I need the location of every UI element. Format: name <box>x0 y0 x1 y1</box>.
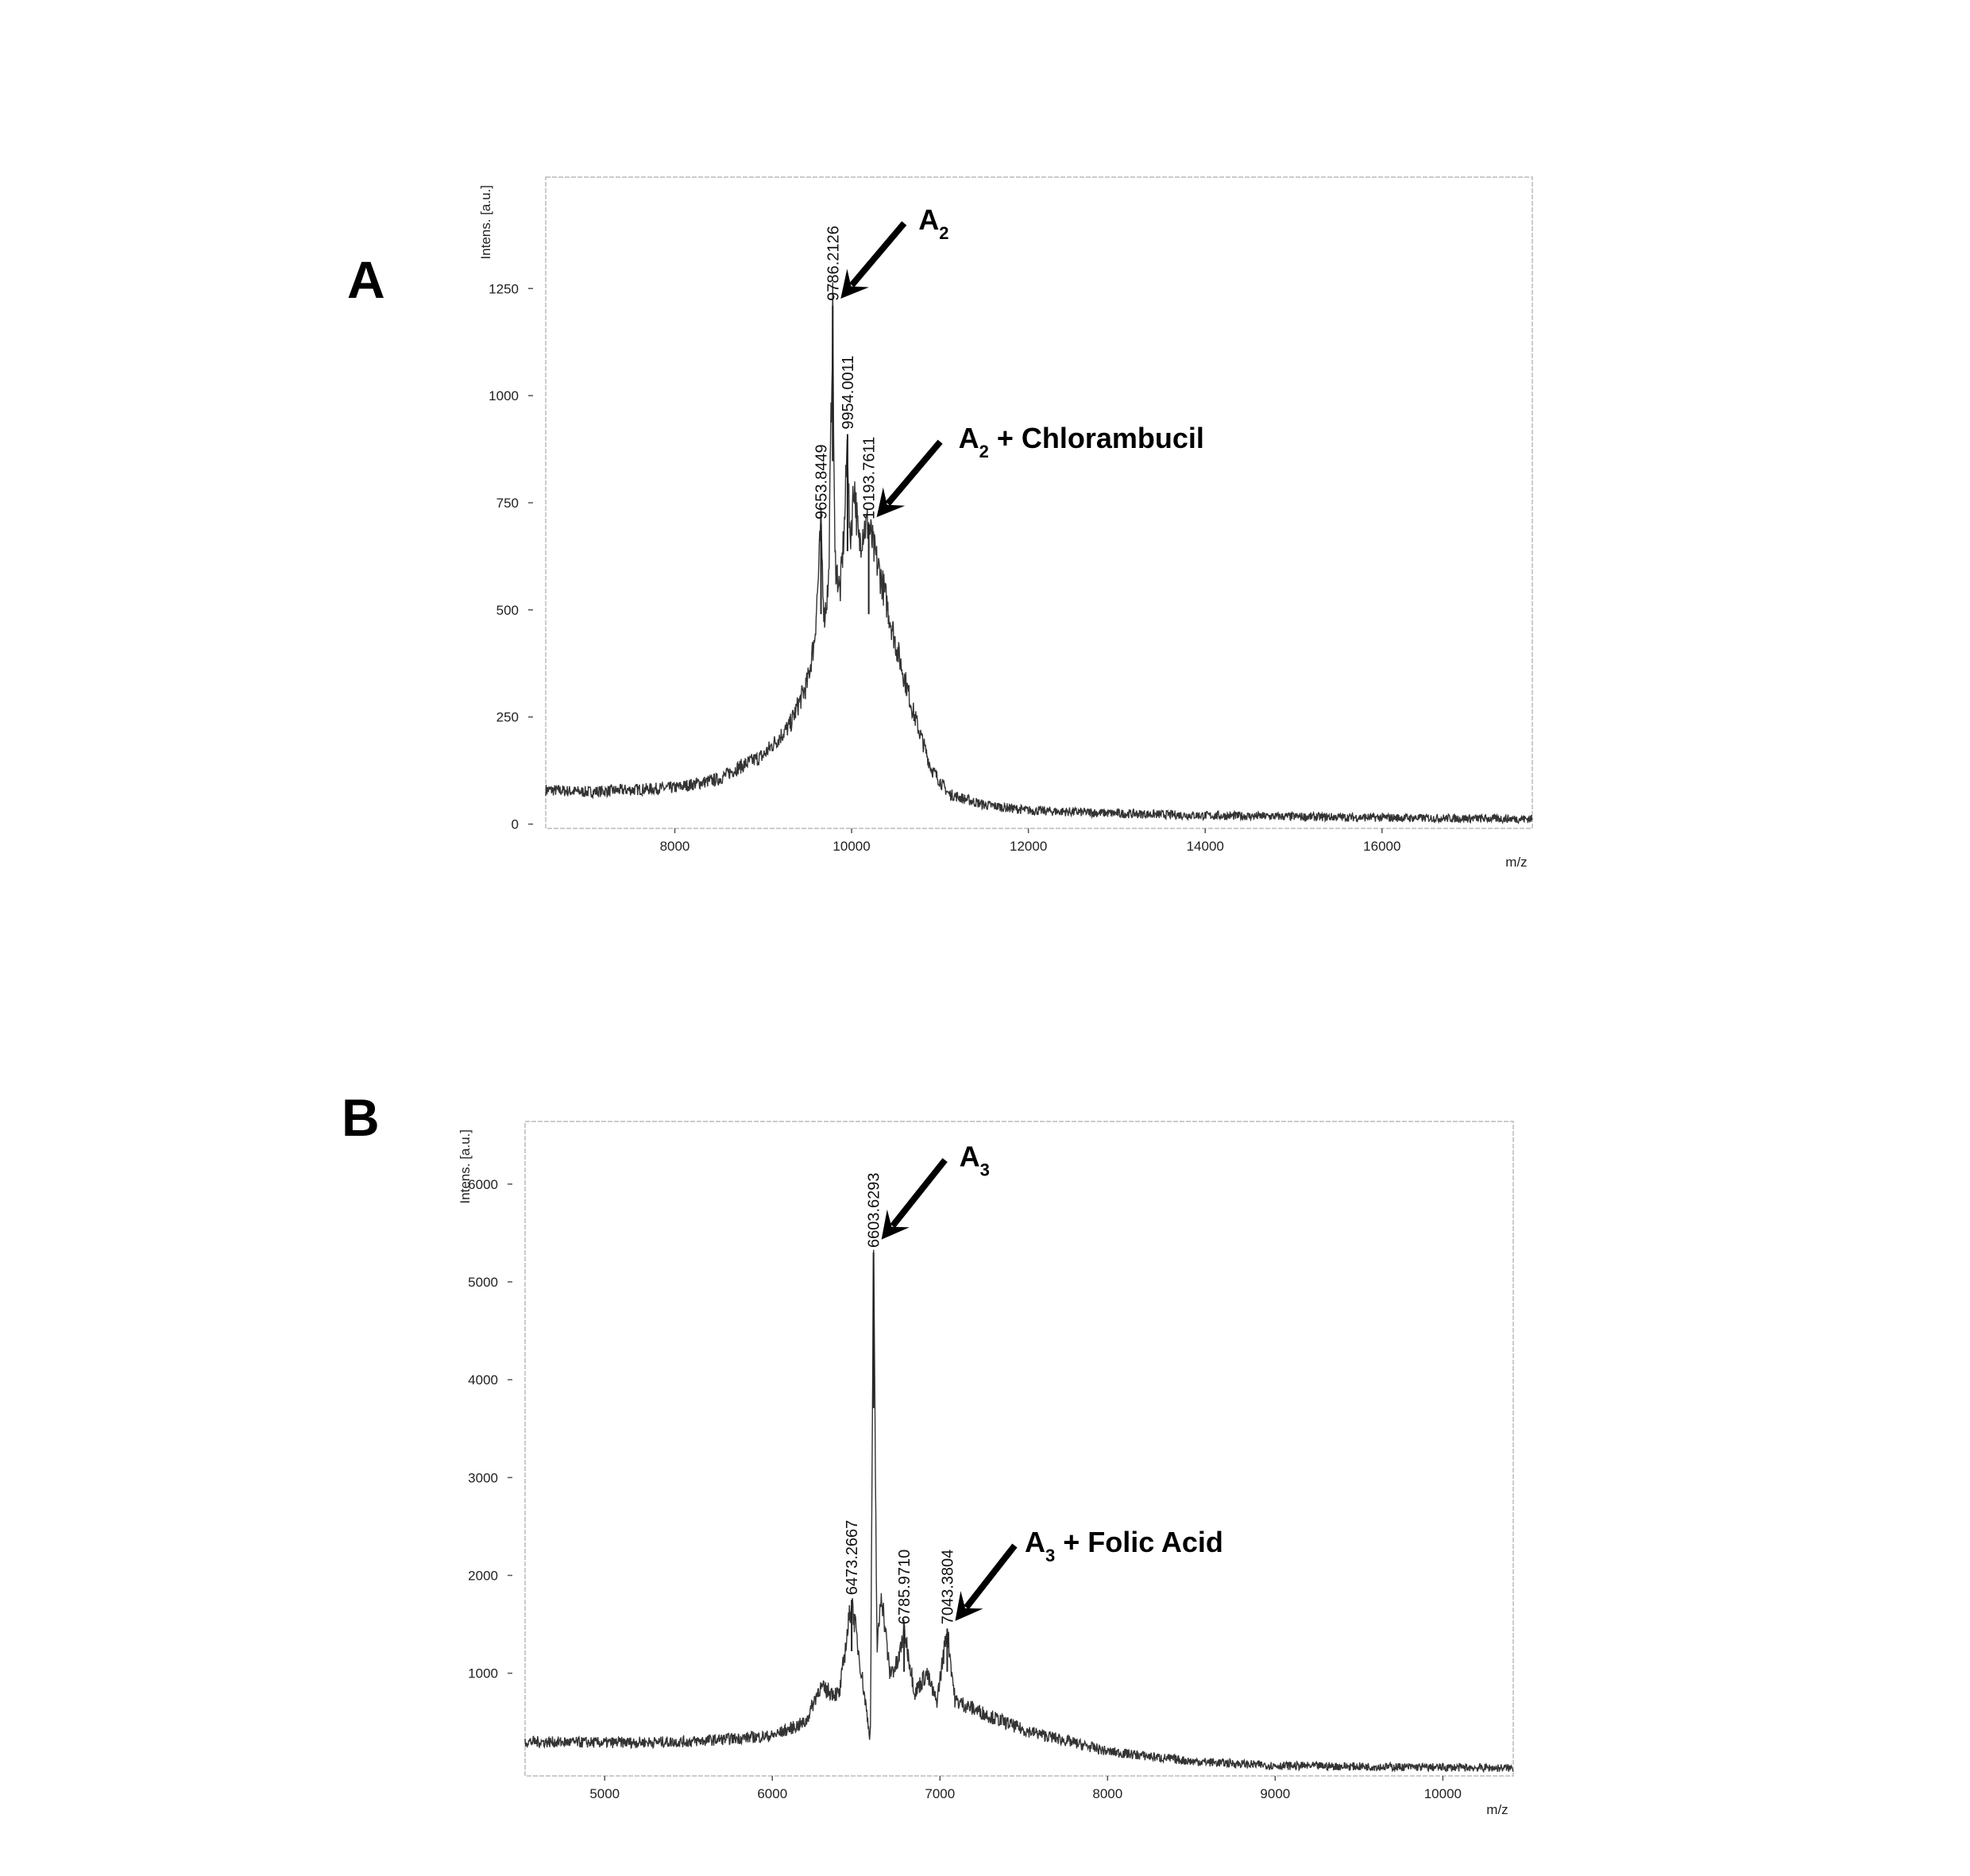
y-tick-label: 1000 <box>489 388 519 403</box>
peak-label: 6473.2667 <box>844 1520 861 1596</box>
annotation-label: A3 <box>960 1141 990 1180</box>
y-tick-label: 3000 <box>468 1470 498 1485</box>
annotation-arrow <box>890 1158 948 1229</box>
x-axis-label: m/z <box>1486 1802 1508 1817</box>
annotation-arrow <box>885 439 943 506</box>
x-tick-label: 16000 <box>1363 839 1400 854</box>
y-tick-label: 4000 <box>468 1372 498 1388</box>
x-tick-label: 9000 <box>1260 1786 1290 1801</box>
x-axis-label: m/z <box>1505 855 1527 870</box>
y-tick-label: 2000 <box>468 1569 498 1584</box>
peak-label: 10193.7611 <box>861 437 879 519</box>
arrow-head-icon <box>840 268 869 299</box>
panel-label: A <box>347 250 385 309</box>
y-axis-label: Intens. [a.u.] <box>478 185 493 260</box>
arrow-head-icon <box>881 1209 910 1240</box>
annotation-label: A2 <box>918 203 948 243</box>
x-tick-label: 6000 <box>757 1786 787 1801</box>
y-tick-label: 1000 <box>468 1666 498 1681</box>
x-tick-label: 14000 <box>1187 839 1224 854</box>
arrow-head-icon <box>876 487 906 518</box>
peak-label: 6603.6293 <box>866 1172 883 1248</box>
y-tick-label: 750 <box>496 496 519 511</box>
y-tick-label: 1250 <box>489 281 519 296</box>
annotation-label: A2 + Chlorambucil <box>959 422 1204 461</box>
peak-label: 9786.2126 <box>825 226 842 301</box>
x-tick-label: 10000 <box>1424 1786 1462 1801</box>
peak-label: 9954.0011 <box>840 356 857 430</box>
x-tick-label: 5000 <box>589 1786 620 1801</box>
chart-a: A 0 250 500 750 1000 1250 8000 10000 12000 14000 16… <box>347 176 1533 870</box>
x-tick-label: 8000 <box>660 839 690 854</box>
arrow-head-icon <box>955 1591 983 1621</box>
x-tick-label: 8000 <box>1092 1786 1122 1801</box>
y-axis-label: Intens. [a.u.] <box>458 1129 473 1204</box>
spectrum-line <box>545 282 1533 825</box>
peak-label: 9653.8449 <box>813 444 831 519</box>
chart-b: B 1000 2000 3000 4000 5000 6000 5000 6000 7000 800… <box>342 1088 1514 1817</box>
annotation-arrow <box>849 221 907 288</box>
annotation-label: A3 + Folic Acid <box>1025 1526 1223 1565</box>
spectrum-line <box>524 1249 1514 1774</box>
y-tick-label: 5000 <box>468 1275 498 1290</box>
y-tick-label: 250 <box>496 710 519 725</box>
plot-frame <box>545 176 1533 829</box>
y-tick-label: 500 <box>496 603 519 618</box>
peak-label: 6785.9710 <box>896 1550 914 1625</box>
y-tick-label: 6000 <box>468 1177 498 1192</box>
panel-label: B <box>342 1088 380 1147</box>
x-tick-label: 7000 <box>925 1786 955 1801</box>
plot-frame <box>524 1121 1514 1777</box>
peak-label: 7043.3804 <box>939 1550 956 1625</box>
x-tick-label: 12000 <box>1010 839 1047 854</box>
y-tick-label: 0 <box>512 817 519 832</box>
x-tick-label: 10000 <box>832 839 870 854</box>
annotation-arrow <box>964 1543 1018 1610</box>
